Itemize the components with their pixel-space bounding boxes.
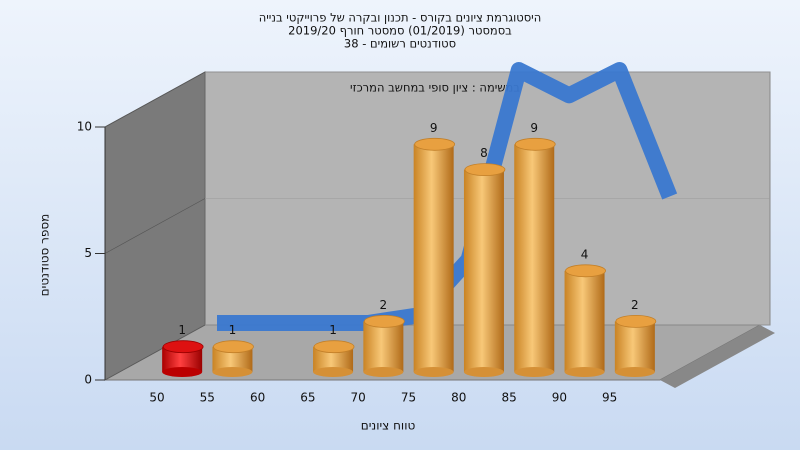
y-tick-label: 0	[84, 373, 92, 387]
bar-group	[313, 340, 355, 377]
bar-bottom	[162, 367, 203, 377]
bar-group	[363, 314, 405, 377]
value-label: 4	[581, 247, 589, 261]
x-tick-label: 75	[401, 391, 416, 405]
bar-bottom	[564, 367, 605, 377]
value-label: 2	[631, 298, 639, 312]
bar-group	[614, 314, 657, 377]
bar-group	[413, 137, 456, 377]
bar-group	[162, 340, 204, 377]
chart-title: בסמסטר (01/2019) סמסטר חורף 2019/20	[288, 24, 512, 38]
chart-title: סטודנטים רשומים - 38	[344, 37, 456, 51]
bar-top	[514, 137, 556, 151]
bar-top	[565, 264, 606, 278]
value-label: 1	[329, 323, 337, 337]
x-tick-label: 95	[602, 391, 617, 405]
bar-bottom	[413, 367, 454, 377]
bar	[363, 321, 404, 372]
bar-bottom	[212, 367, 253, 377]
x-axis-label: טווח ציונים	[361, 419, 416, 433]
x-tick-label: 55	[200, 391, 215, 405]
x-tick-label: 80	[451, 391, 466, 405]
x-tick-label: 90	[552, 391, 567, 405]
x-tick-label: 70	[351, 391, 366, 405]
bar-group	[212, 340, 254, 377]
y-axis-label: מספר סטודנטים	[38, 214, 52, 297]
chart-title: היסטוגרמת ציונים בקורס - תכנון ובקרה של …	[259, 11, 542, 25]
bar-group	[463, 163, 506, 377]
grid-line	[104, 198, 206, 254]
bar-top	[615, 314, 657, 328]
bar-top	[213, 340, 254, 354]
y-tick-label: 10	[77, 120, 92, 134]
bar-bottom	[514, 367, 555, 377]
value-label: 1	[229, 323, 237, 337]
bar-group	[514, 137, 556, 377]
bar	[413, 144, 454, 372]
value-label: 9	[530, 121, 538, 135]
bar	[614, 321, 655, 372]
bar-bottom	[313, 367, 354, 377]
bar-top	[414, 137, 456, 151]
x-tick-label: 50	[149, 391, 164, 405]
floor-edge	[660, 325, 775, 388]
bar-top	[363, 314, 405, 328]
bar-group	[564, 264, 606, 377]
y-tick-label: 5	[84, 246, 92, 260]
value-label: 2	[380, 298, 388, 312]
bar	[564, 270, 605, 372]
x-tick-label: 85	[501, 391, 516, 405]
value-label: 8	[480, 146, 488, 160]
bar	[463, 169, 504, 372]
subtitle: במשימה : ציון סופי במחשב המרכזי	[350, 81, 520, 95]
bar	[514, 144, 555, 372]
grid-line	[104, 71, 206, 128]
x-tick-label: 65	[300, 391, 315, 405]
bar-bottom	[614, 367, 655, 377]
bar-top	[464, 163, 506, 177]
bar-bottom	[363, 367, 404, 377]
x-tick-label: 60	[250, 391, 265, 405]
bar-bottom	[463, 367, 504, 377]
bar-top	[162, 340, 204, 354]
bar-top	[313, 340, 355, 354]
grid-line	[104, 324, 206, 381]
value-label: 1	[178, 323, 186, 337]
value-label: 9	[430, 121, 438, 135]
